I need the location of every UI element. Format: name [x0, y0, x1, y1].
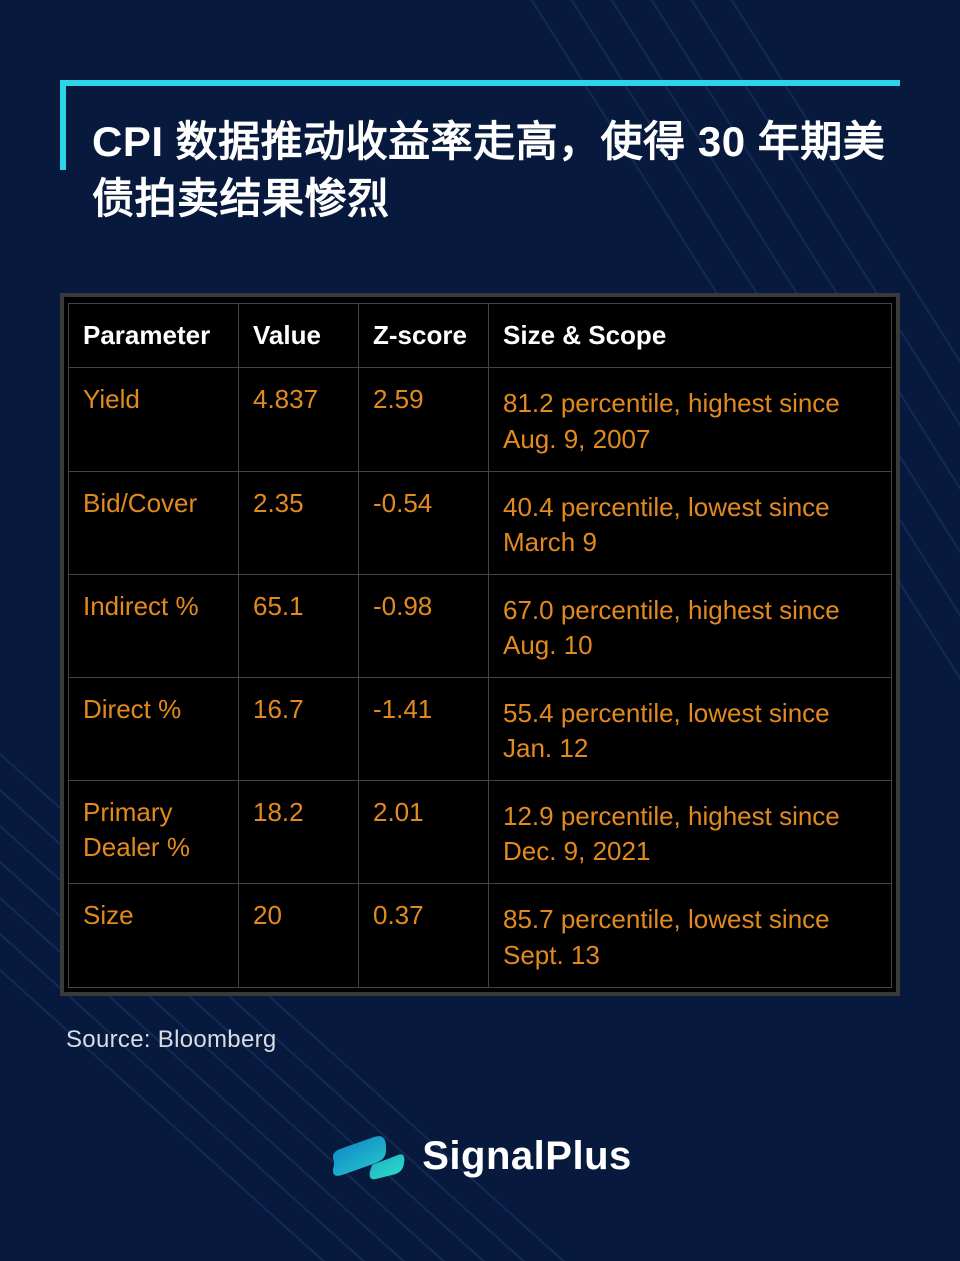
- cell-scope: 81.2 percentile, highest since Aug. 9, 2…: [489, 368, 892, 471]
- cell-value: 16.7: [239, 678, 359, 781]
- brand-logo-icon: [328, 1131, 406, 1181]
- table-row: Primary Dealer % 18.2 2.01 12.9 percenti…: [69, 781, 892, 884]
- table-header-row: Parameter Value Z-score Size & Scope: [69, 304, 892, 368]
- cell-value: 65.1: [239, 574, 359, 677]
- col-value: Value: [239, 304, 359, 368]
- cell-zscore: -1.41: [359, 678, 489, 781]
- brand-name: SignalPlus: [422, 1134, 632, 1179]
- cell-value: 18.2: [239, 781, 359, 884]
- cell-parameter: Direct %: [69, 678, 239, 781]
- cell-parameter: Yield: [69, 368, 239, 471]
- cell-scope: 67.0 percentile, highest since Aug. 10: [489, 574, 892, 677]
- col-scope: Size & Scope: [489, 304, 892, 368]
- cell-value: 20: [239, 884, 359, 987]
- table-row: Indirect % 65.1 -0.98 67.0 percentile, h…: [69, 574, 892, 677]
- cell-parameter: Indirect %: [69, 574, 239, 677]
- cell-parameter: Primary Dealer %: [69, 781, 239, 884]
- cell-scope: 55.4 percentile, lowest since Jan. 12: [489, 678, 892, 781]
- table-row: Bid/Cover 2.35 -0.54 40.4 percentile, lo…: [69, 471, 892, 574]
- cell-zscore: -0.98: [359, 574, 489, 677]
- data-table-container: Parameter Value Z-score Size & Scope Yie…: [60, 293, 900, 995]
- cell-zscore: 0.37: [359, 884, 489, 987]
- table-row: Yield 4.837 2.59 81.2 percentile, highes…: [69, 368, 892, 471]
- cell-zscore: 2.59: [359, 368, 489, 471]
- col-parameter: Parameter: [69, 304, 239, 368]
- table-row: Size 20 0.37 85.7 percentile, lowest sin…: [69, 884, 892, 987]
- title-block: CPI 数据推动收益率走高，使得 30 年期美债拍卖结果惨烈: [60, 80, 900, 255]
- page-title: CPI 数据推动收益率走高，使得 30 年期美债拍卖结果惨烈: [92, 114, 890, 227]
- content-area: CPI 数据推动收益率走高，使得 30 年期美债拍卖结果惨烈 Parameter…: [0, 0, 960, 1054]
- data-table: Parameter Value Z-score Size & Scope Yie…: [68, 303, 892, 987]
- table-row: Direct % 16.7 -1.41 55.4 percentile, low…: [69, 678, 892, 781]
- cell-parameter: Size: [69, 884, 239, 987]
- cell-scope: 40.4 percentile, lowest since March 9: [489, 471, 892, 574]
- cell-zscore: -0.54: [359, 471, 489, 574]
- cell-value: 2.35: [239, 471, 359, 574]
- col-zscore: Z-score: [359, 304, 489, 368]
- cell-value: 4.837: [239, 368, 359, 471]
- cell-zscore: 2.01: [359, 781, 489, 884]
- cell-parameter: Bid/Cover: [69, 471, 239, 574]
- cell-scope: 12.9 percentile, highest since Dec. 9, 2…: [489, 781, 892, 884]
- brand-footer: SignalPlus: [0, 1131, 960, 1181]
- source-label: Source: Bloomberg: [66, 1026, 900, 1054]
- cell-scope: 85.7 percentile, lowest since Sept. 13: [489, 884, 892, 987]
